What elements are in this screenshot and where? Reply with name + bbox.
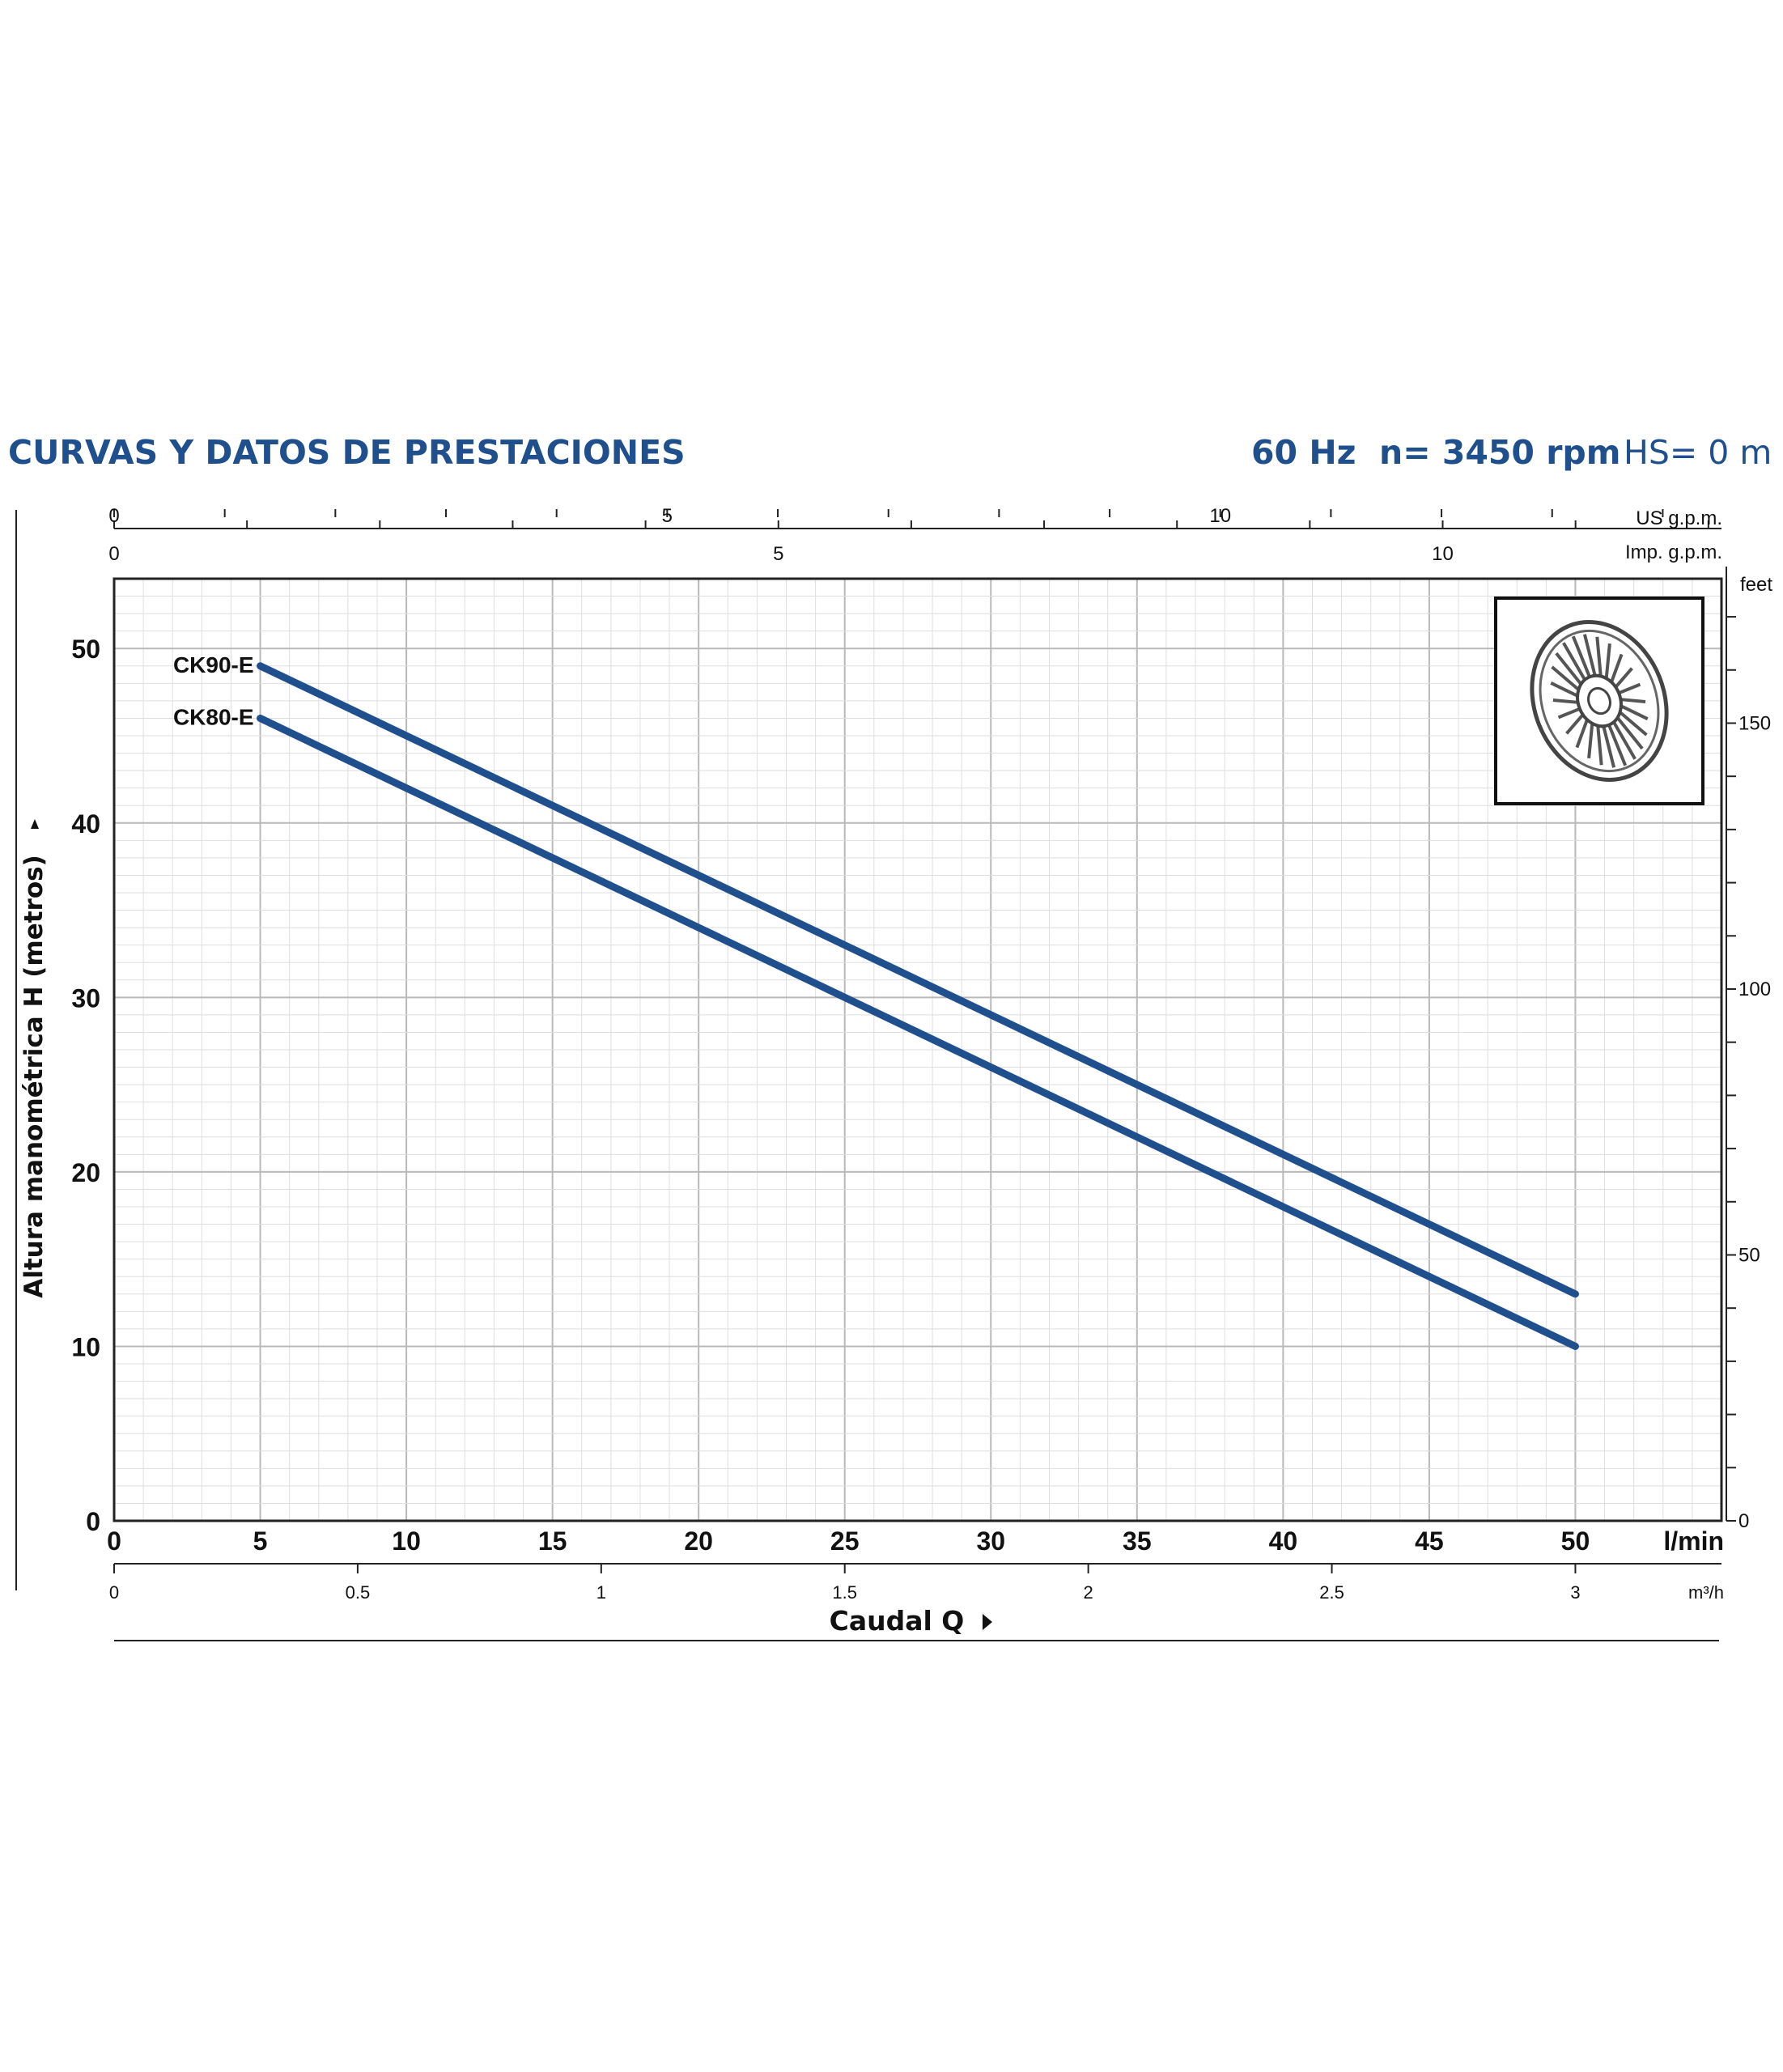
impeller-vane — [1571, 635, 1591, 678]
impeller-vane — [1604, 643, 1611, 679]
x-tick-label: 50 — [1561, 1526, 1590, 1556]
m3h-tick-label: 1.5 — [832, 1582, 857, 1603]
feet-unit: feet — [1740, 574, 1772, 596]
series-label-ck90-e: CK90-E — [173, 652, 254, 677]
imp-gpm-tick-label: 10 — [1432, 543, 1454, 565]
plot-frame — [112, 577, 1723, 1522]
impeller-vane — [1557, 707, 1581, 720]
lmin-unit: l/min — [1663, 1526, 1724, 1556]
m3h-tick-label: 1 — [596, 1582, 606, 1603]
us-gpm-tick-label: 10 — [1209, 505, 1231, 527]
y-axis-label: Altura manométrica H (metros) — [19, 855, 49, 1298]
impeller-vane — [1596, 725, 1603, 766]
impeller-vane — [1595, 636, 1603, 677]
x-tick-label: 10 — [392, 1526, 421, 1556]
impeller-vane — [1602, 725, 1616, 768]
suction-label: HS= 0 m — [1624, 433, 1772, 472]
speed-label: n= 3450 rpm — [1379, 433, 1621, 472]
frequency-label: 60 Hz — [1251, 433, 1356, 472]
impeller-vane — [1619, 711, 1648, 737]
impeller-vane — [1614, 667, 1633, 689]
x-tick-label: 45 — [1415, 1526, 1444, 1556]
x-tick-label: 35 — [1123, 1526, 1152, 1556]
impeller-vane — [1607, 724, 1628, 766]
imp-gpm-unit: Imp. g.p.m. — [1625, 541, 1722, 563]
m3h-tick-label: 2 — [1084, 1582, 1093, 1603]
impeller-vane — [1587, 723, 1594, 758]
imp-gpm-tick-label: 5 — [773, 543, 783, 565]
series-label-ck80-e: CK80-E — [173, 704, 254, 729]
x-tick-label: 30 — [976, 1526, 1005, 1556]
m3h-unit: m³/h — [1688, 1582, 1724, 1603]
y-axis-arrow — [31, 819, 39, 829]
chart-series: CK90-E CK80-E — [173, 652, 1579, 1350]
us-gpm-unit: US g.p.m. — [1636, 507, 1722, 529]
impeller-vane — [1618, 682, 1641, 695]
x-tick-label: 5 — [253, 1526, 268, 1556]
chart-grid — [113, 578, 1722, 1522]
feet-tick-label: 0 — [1738, 1510, 1749, 1532]
feet-tick-label: 150 — [1738, 712, 1771, 734]
impeller-vane — [1620, 698, 1646, 703]
impeller-vane — [1562, 642, 1586, 681]
y-tick-label: 40 — [71, 809, 100, 839]
feet-tick-label: 50 — [1738, 1244, 1760, 1266]
curve-ck90-e — [257, 662, 1579, 1298]
imp-gpm-tick-label: 0 — [108, 543, 119, 565]
m3h-tick-label: 0.5 — [346, 1582, 371, 1603]
x-tick-label: 40 — [1269, 1526, 1298, 1556]
impeller-vane — [1565, 713, 1585, 735]
y-tick-label: 50 — [71, 635, 100, 664]
x-axis-arrow — [983, 1614, 992, 1630]
impeller-vane — [1610, 653, 1624, 683]
curve-ck80-e — [257, 714, 1579, 1350]
impeller-vane — [1582, 634, 1597, 677]
x-tick-label: 25 — [830, 1526, 860, 1556]
impeller-vane — [1555, 652, 1583, 686]
impeller-vane — [1575, 719, 1589, 749]
impeller-vane — [1550, 681, 1578, 698]
impeller-vane — [1615, 716, 1644, 750]
x-tick-label: 20 — [684, 1526, 713, 1556]
m3h-tick-label: 3 — [1570, 1582, 1580, 1603]
us-gpm-tick-label: 5 — [662, 505, 673, 527]
y-tick-label: 0 — [86, 1507, 100, 1536]
chart-title: CURVAS Y DATOS DE PRESTACIONES — [8, 433, 686, 472]
m3h-tick-label: 0 — [109, 1582, 119, 1603]
impeller-vane — [1620, 704, 1649, 721]
feet-tick-label: 100 — [1738, 979, 1771, 1000]
impeller-icon — [1530, 620, 1669, 782]
y-tick-label: 30 — [71, 983, 100, 1013]
x-tick-label: 15 — [538, 1526, 567, 1556]
x-axis-label: Caudal Q — [830, 1605, 965, 1637]
us-gpm-tick-label: 0 — [108, 505, 119, 527]
impeller-vane — [1551, 665, 1580, 691]
impeller-inset — [1494, 597, 1704, 805]
y-tick-label: 10 — [71, 1332, 100, 1361]
m3h-tick-label: 2.5 — [1319, 1582, 1344, 1603]
impeller-vane — [1612, 721, 1637, 760]
impeller-vane — [1552, 698, 1578, 704]
x-tick-label: 0 — [107, 1526, 121, 1556]
y-tick-label: 20 — [71, 1158, 100, 1187]
